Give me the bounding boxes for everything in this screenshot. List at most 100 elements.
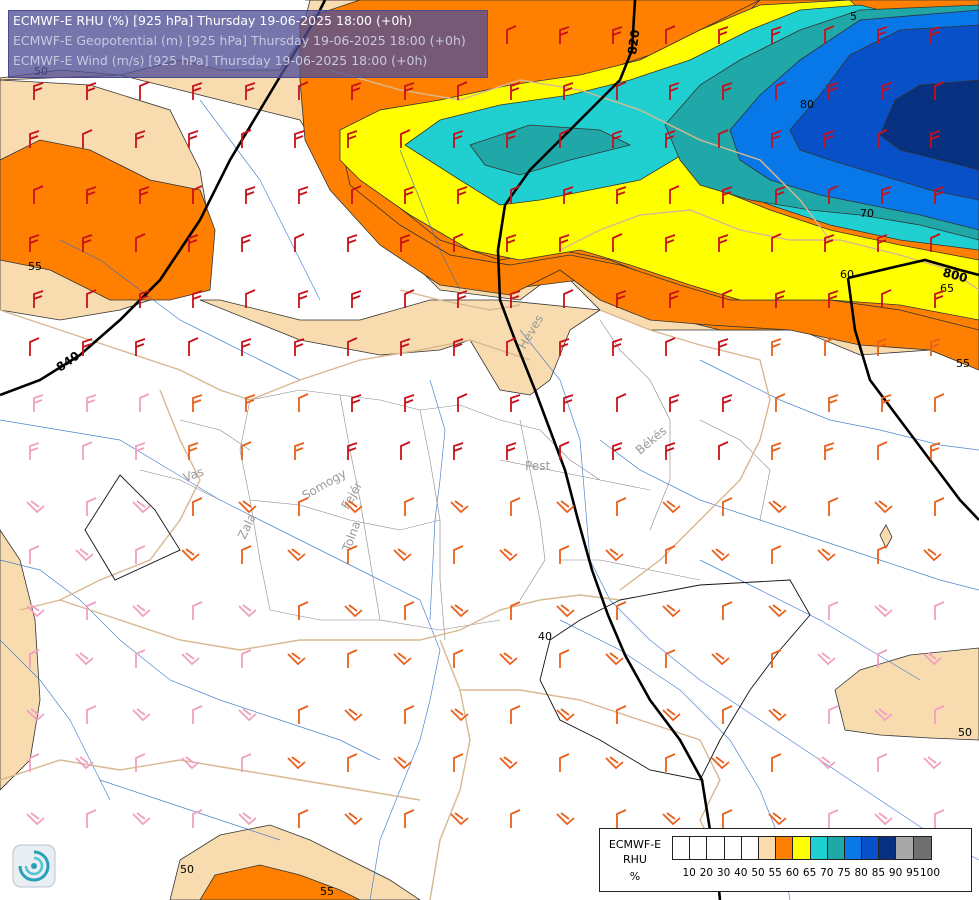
wind-barb: [828, 809, 839, 828]
wind-barb: [934, 290, 945, 308]
wind-barb: [139, 186, 150, 204]
legend-swatch: [707, 837, 725, 859]
legend-swatch: [844, 837, 863, 859]
wind-barb: [347, 545, 358, 564]
legend-swatch: [896, 837, 914, 859]
wind-barb: [29, 337, 40, 356]
wind-barb: [347, 442, 358, 460]
wind-barb: [612, 442, 623, 460]
wind-barb: [86, 186, 97, 204]
wind-barb: [877, 26, 888, 44]
svg-text:840: 840: [54, 349, 83, 375]
wind-barb: [245, 82, 256, 100]
wind-barb: [75, 652, 94, 666]
svg-text:Vas: Vas: [181, 465, 205, 485]
map-title-box: ECMWF-E RHU (%) [925 hPa] Thursday 19-06…: [8, 10, 488, 78]
legend-tick: 80: [854, 867, 868, 879]
wind-barb: [86, 601, 97, 620]
wind-barb: [86, 82, 97, 100]
wind-barb: [29, 753, 40, 772]
legend-tick: 55: [768, 867, 782, 879]
rhu-area-90: [879, 79, 979, 171]
wind-barb: [662, 500, 681, 514]
wind-barb: [616, 809, 627, 828]
wind-barb: [404, 497, 415, 516]
wind-barb: [132, 708, 151, 722]
svg-text:Békés: Békés: [633, 424, 669, 458]
wind-barb: [241, 338, 252, 356]
rhu-area-55-center: [199, 299, 602, 396]
wind-barb: [923, 652, 942, 666]
wind-barb: [132, 500, 151, 514]
wind-barb: [139, 290, 150, 308]
wind-barb: [722, 394, 733, 412]
wind-barb: [559, 545, 570, 564]
wind-barb: [298, 497, 309, 516]
wind-barb: [559, 234, 570, 252]
wind-barb: [404, 705, 415, 724]
wind-barb: [347, 234, 358, 252]
wind-barb: [881, 186, 892, 204]
wind-barb: [393, 548, 412, 562]
wind-barb: [669, 185, 680, 204]
country-borders: [0, 69, 979, 900]
wind-barb: [294, 442, 305, 460]
wind-barb: [775, 81, 786, 100]
wind-barb: [404, 809, 415, 828]
wind-barb: [934, 601, 945, 620]
wind-barb: [135, 545, 146, 564]
wind-barb: [499, 548, 518, 562]
wind-barb: [298, 705, 309, 724]
legend-tick: 90: [888, 867, 903, 879]
wind-barb: [457, 81, 468, 100]
wind-barb: [828, 497, 839, 516]
wind-barb: [450, 500, 469, 514]
wind-barb: [404, 186, 415, 204]
wind-barb: [188, 234, 199, 252]
legend-tick: 20: [699, 867, 714, 879]
wind-barb: [824, 442, 835, 460]
svg-text:65: 65: [940, 282, 954, 295]
svg-text:50: 50: [180, 863, 194, 876]
svg-text:60: 60: [840, 268, 854, 281]
wind-barb: [287, 548, 306, 562]
wind-barb: [181, 756, 200, 770]
wind-barb: [135, 338, 146, 356]
wind-barb: [775, 186, 786, 204]
rhu-labels: 55 55 65 60 70 80 5 50 50 55 40 50: [28, 10, 972, 898]
wind-barb: [393, 652, 412, 666]
wind-barb: [718, 338, 729, 356]
wind-barb: [556, 500, 575, 514]
wind-barb: [506, 234, 517, 252]
wind-barb: [934, 81, 945, 100]
wind-barb: [616, 497, 627, 516]
rivers: [0, 99, 979, 900]
wind-barb: [556, 604, 575, 618]
wind-barb: [135, 130, 146, 148]
wind-barb: [294, 130, 305, 148]
wind-barb: [768, 812, 787, 826]
wind-barb: [453, 649, 464, 668]
wind-barb: [828, 185, 839, 204]
wind-barb: [665, 442, 676, 460]
wind-barb: [718, 234, 729, 252]
wind-barb: [718, 441, 729, 460]
legend-swatch: [913, 837, 931, 859]
wind-barb: [771, 233, 782, 252]
wind-barb: [616, 705, 627, 724]
legend-swatch: [810, 837, 828, 859]
wind-barb: [828, 394, 839, 412]
wind-barbs: [26, 25, 945, 828]
wind-barb: [241, 234, 252, 252]
wind-barb: [612, 338, 623, 356]
svg-text:Zala: Zala: [235, 512, 259, 542]
wind-barb: [612, 130, 623, 148]
wind-barb: [75, 548, 94, 562]
wind-barb: [665, 234, 676, 252]
wind-barb: [393, 756, 412, 770]
wind-barb: [298, 809, 309, 828]
wind-barb: [768, 500, 787, 514]
wind-barb: [404, 394, 415, 412]
wind-barb: [877, 129, 888, 148]
wind-barb: [457, 186, 468, 204]
